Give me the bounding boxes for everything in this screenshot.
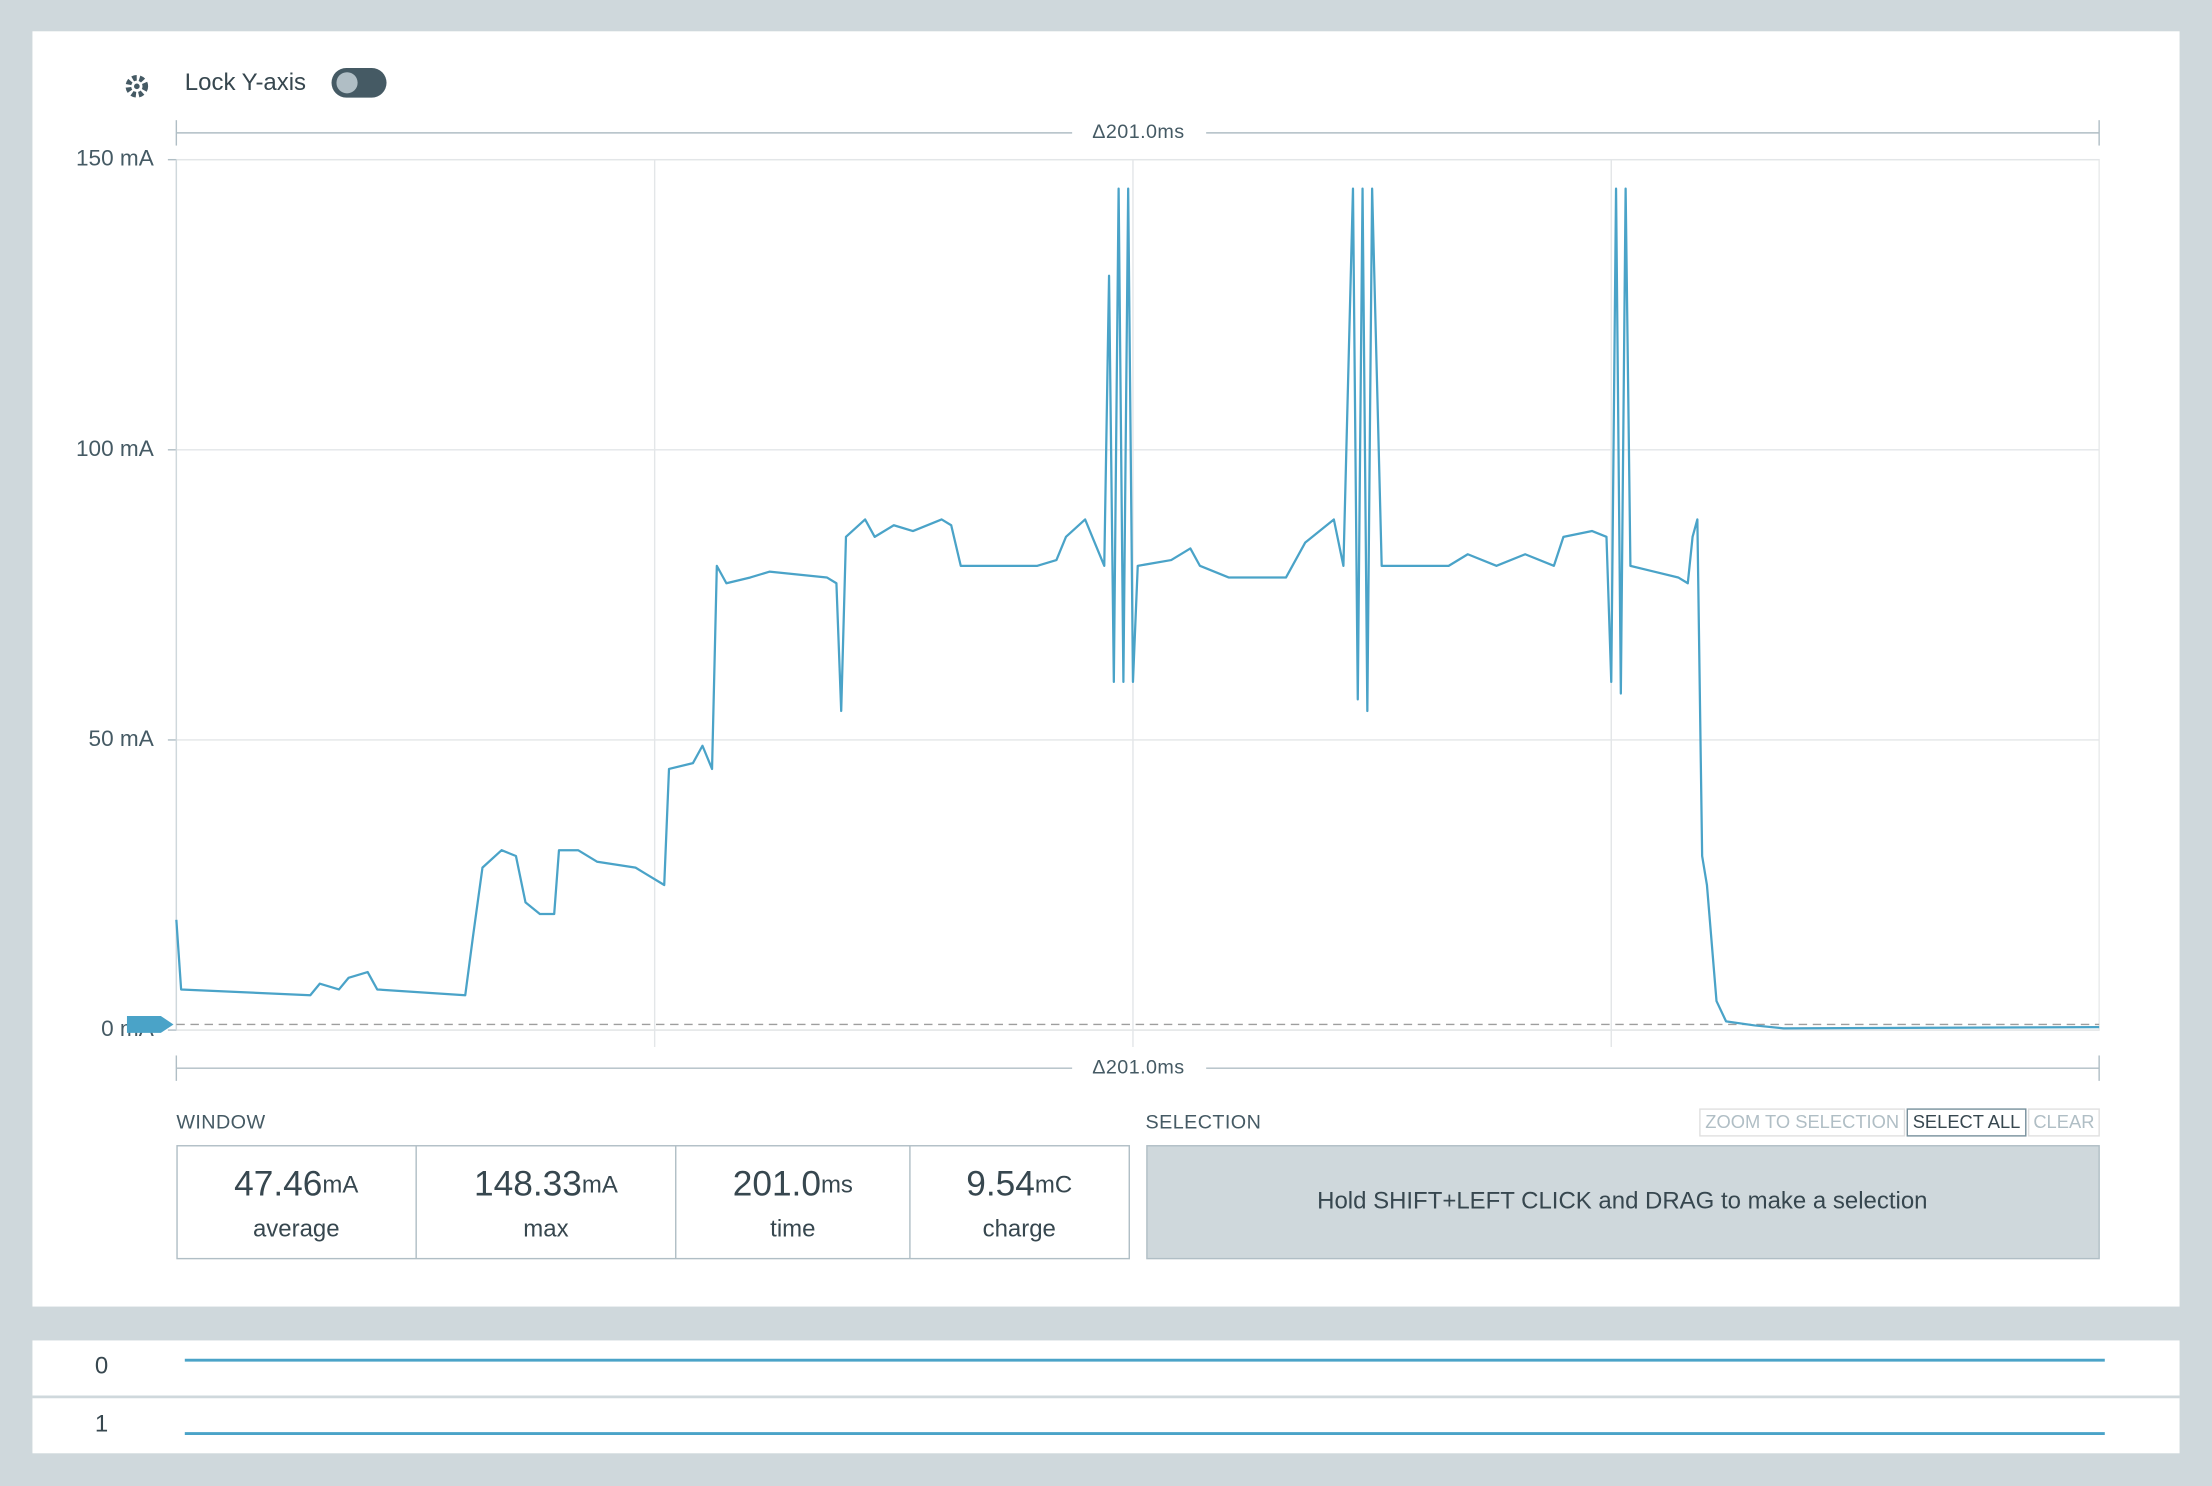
digital-channels: 01 (95, 1353, 2105, 1437)
select-all-button[interactable] (1906, 1108, 2027, 1137)
stat-unit: ms (821, 1172, 853, 1199)
selection-title: SELECTION (1146, 1111, 1262, 1133)
stat-unit: mA (322, 1172, 358, 1199)
lock-label: Lock Y-axis (185, 69, 306, 96)
toggle-knob[interactable] (336, 72, 358, 94)
stat-label: time (770, 1216, 815, 1243)
gear-center[interactable] (134, 83, 140, 90)
y-tick-label: 150 mA (76, 146, 154, 171)
stat-value: 201.0ms (733, 1165, 853, 1204)
clear-label[interactable]: CLEAR (2033, 1111, 2094, 1132)
y-tick-label: 100 mA (76, 436, 154, 461)
stat-label: max (523, 1216, 568, 1243)
span-label-bg (1072, 1054, 1207, 1083)
zoom-button[interactable] (1699, 1108, 1906, 1137)
settings-icon[interactable] (125, 75, 149, 98)
stat-number: 148.33 (474, 1165, 582, 1204)
channel-label: 0 (95, 1353, 108, 1380)
window-title: WINDOW (176, 1111, 265, 1133)
stat-unit: mA (582, 1172, 618, 1199)
select-all-label[interactable]: SELECT ALL (1913, 1111, 2021, 1132)
stat-value: 47.46mA (234, 1165, 358, 1204)
y-tick-label: 50 mA (89, 726, 154, 751)
stat-label: average (253, 1216, 340, 1243)
channel-label: 1 (95, 1410, 108, 1437)
stat-label: charge (983, 1216, 1056, 1243)
stat-value: 9.54mC (966, 1165, 1072, 1204)
span-label: Δ201.0ms (1092, 121, 1184, 143)
selection-hint: Hold SHIFT+LEFT CLICK and DRAG to make a… (1317, 1188, 1927, 1215)
window-stats: 47.46mAaverage148.33mAmax201.0mstime9.54… (176, 1145, 1130, 1260)
span-label: Δ201.0ms (1092, 1056, 1184, 1078)
stats-frame (176, 1145, 1130, 1260)
stat-number: 47.46 (234, 1165, 322, 1204)
y-handle[interactable] (126, 1015, 174, 1033)
selection-buttons: ZOOM TO SELECTION SELECT ALL CLEAR (1699, 1108, 2100, 1137)
selection-box (1146, 1145, 2100, 1260)
zoom-button-label[interactable]: ZOOM TO SELECTION (1705, 1111, 1899, 1132)
clear-button[interactable] (2027, 1108, 2100, 1137)
stat-number: 9.54 (966, 1165, 1035, 1204)
gear[interactable] (125, 75, 149, 98)
current-trace (175, 187, 2100, 1030)
span-label-bg (1072, 118, 1207, 147)
stat-unit: mC (1035, 1172, 1072, 1199)
lock-toggle[interactable] (331, 67, 387, 98)
chart-panel (32, 31, 2180, 1307)
stat-value: 148.33mA (474, 1165, 618, 1204)
stat-number: 201.0 (733, 1165, 821, 1204)
